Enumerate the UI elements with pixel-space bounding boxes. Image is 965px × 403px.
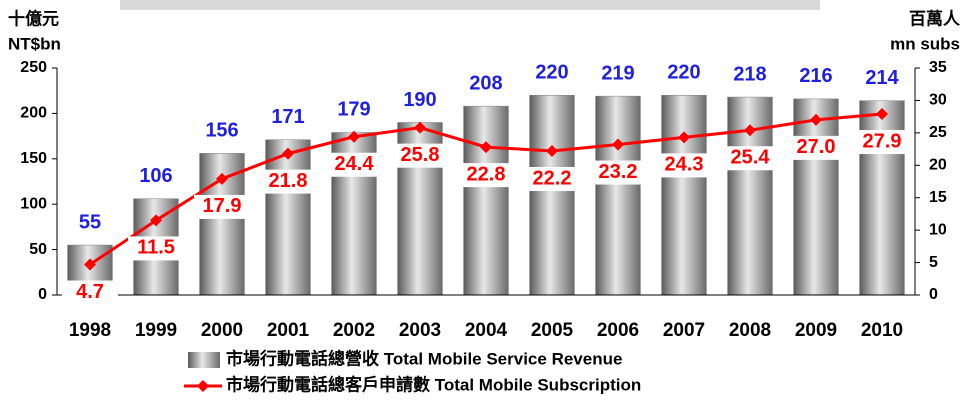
- y-axis-label: NT$bn: [8, 34, 61, 53]
- x-tick-label: 2007: [663, 320, 705, 341]
- y2-tick-label: 0: [929, 286, 938, 303]
- legend-line-marker: [197, 380, 209, 392]
- bar-value-label: 220: [667, 62, 700, 84]
- y2-tick-label: 35: [929, 59, 947, 76]
- y-tick-label: 150: [20, 150, 47, 167]
- line-value-label: 27.9: [863, 130, 902, 152]
- bar-value-label: 171: [271, 106, 304, 128]
- top-band: [120, 0, 820, 10]
- line-marker: [150, 214, 162, 227]
- line-marker: [744, 124, 756, 137]
- bar-value-label: 106: [139, 165, 172, 187]
- x-tick-label: 2002: [333, 320, 375, 341]
- legend-label: 市場行動電話總客戶申請數 Total Mobile Subscription: [226, 374, 641, 394]
- bar-value-label: 156: [205, 120, 238, 142]
- y2-tick-label: 15: [929, 189, 947, 206]
- bar: [265, 139, 311, 296]
- y-tick-label: 200: [20, 105, 47, 122]
- line-value-label-bg: [260, 169, 316, 194]
- y2-axis-label: mn subs: [890, 34, 960, 53]
- x-tick-label: 2005: [531, 320, 574, 341]
- bar-value-label: 208: [469, 72, 502, 94]
- line-marker: [414, 121, 426, 134]
- bar-value-label: 55: [79, 211, 101, 233]
- line-value-label: 24.3: [665, 154, 704, 176]
- line-marker: [810, 113, 822, 126]
- y-tick-label: 250: [20, 59, 47, 76]
- line-value-label-bg: [326, 152, 382, 177]
- x-tick-label: 2008: [729, 320, 771, 341]
- line-value-label-bg: [722, 146, 778, 171]
- bar: [595, 95, 641, 296]
- line-marker: [546, 145, 558, 158]
- line-value-label-bg: [458, 163, 514, 188]
- line-marker: [216, 172, 228, 185]
- x-tick-label: 2001: [267, 320, 310, 341]
- line-value-label: 21.8: [269, 170, 308, 192]
- bar: [463, 105, 509, 296]
- line-marker: [84, 258, 96, 271]
- line-value-label-bg: [194, 194, 250, 219]
- line-value-label-bg: [128, 236, 184, 261]
- y2-tick-label: 5: [929, 254, 938, 271]
- y2-axis-label: 百萬人: [909, 8, 961, 28]
- bar-value-label: 216: [799, 65, 832, 87]
- line-value-label-bg: [590, 160, 646, 185]
- line-value-label-bg: [788, 135, 844, 160]
- bar: [529, 94, 575, 296]
- line-marker: [282, 147, 294, 160]
- line-marker: [678, 131, 690, 144]
- y-tick-label: 0: [38, 286, 47, 303]
- x-tick-label: 2009: [795, 320, 837, 341]
- y2-tick-label: 10: [929, 221, 947, 238]
- y-tick-label: 100: [20, 195, 47, 212]
- line-value-label: 11.5: [137, 237, 175, 259]
- bar: [793, 98, 839, 296]
- bar-value-label: 179: [337, 99, 370, 121]
- legend-label: 市場行動電話總營收 Total Mobile Service Revenue: [226, 348, 622, 368]
- line-value-label-bg: [656, 153, 712, 178]
- line-value-label: 4.7: [76, 281, 104, 303]
- y-axis-label: 十億元: [8, 8, 59, 28]
- x-tick-label: 2006: [597, 320, 639, 341]
- y2-tick-label: 30: [929, 92, 947, 109]
- line-value-label-bg: [854, 130, 910, 155]
- y-tick-label: 50: [29, 241, 47, 258]
- bar-value-label: 219: [601, 62, 634, 84]
- line-value-label-bg: [62, 280, 118, 305]
- x-tick-label: 2010: [861, 320, 903, 341]
- x-tick-label: 2004: [465, 320, 508, 341]
- line-marker: [480, 141, 492, 154]
- y2-tick-label: 20: [929, 157, 947, 174]
- line-value-label: 22.2: [533, 167, 572, 189]
- line-value-label: 27.0: [797, 136, 836, 158]
- line-value-label: 22.8: [467, 163, 506, 185]
- line-value-label: 25.4: [731, 147, 771, 169]
- line-marker: [348, 130, 360, 143]
- line-value-label-bg: [392, 143, 448, 168]
- line-marker: [876, 108, 888, 121]
- bar-value-label: 220: [535, 62, 568, 84]
- line-value-label: 17.9: [203, 195, 242, 217]
- x-tick-label: 1999: [135, 320, 177, 341]
- line-value-label: 25.8: [401, 144, 440, 166]
- bar: [661, 94, 707, 296]
- bar-value-label: 214: [865, 67, 899, 89]
- x-tick-label: 2000: [201, 320, 243, 341]
- x-tick-label: 1998: [69, 320, 111, 341]
- line-value-label: 24.4: [335, 153, 375, 175]
- line-value-label: 23.2: [599, 161, 638, 183]
- bar-value-label: 190: [403, 89, 436, 111]
- legend-bar-swatch: [188, 352, 220, 368]
- line-marker: [612, 138, 624, 151]
- bar-value-label: 218: [733, 63, 766, 85]
- x-tick-label: 2003: [399, 320, 441, 341]
- y2-tick-label: 25: [929, 124, 947, 141]
- line-value-label-bg: [524, 167, 580, 192]
